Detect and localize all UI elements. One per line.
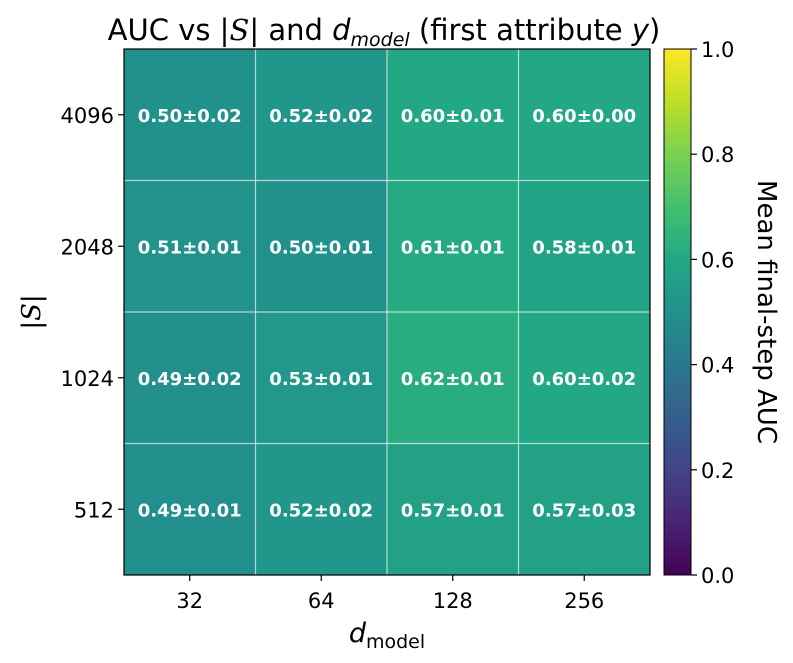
x-axis: 32 64 128 256 [176,575,604,613]
y-tick-label: 4096 [61,104,114,128]
heatmap-cell [124,312,256,444]
cell-value-label: 0.60±0.01 [401,106,505,127]
y-axis-label: |S| [17,294,47,329]
heatmap-cell [124,443,256,576]
x-tick-label: 32 [176,589,203,613]
y-tick-label: 2048 [61,235,114,259]
cell-value-label: 0.60±0.00 [532,106,636,127]
cell-value-label: 0.49±0.02 [138,369,242,390]
colorbar-ticks: 0.0 0.2 0.4 0.6 0.8 1.0 [691,38,734,588]
x-tick-label: 128 [433,589,473,613]
colorbar-tick-label: 0.4 [701,354,734,378]
cell-value-label: 0.57±0.01 [401,500,505,521]
heatmap-cell [518,180,651,313]
heatmap-cells: 0.50±0.02 0.52±0.02 0.60±0.01 0.60±0.00 0.51… [124,49,651,576]
y-axis: 4096 2048 1024 512 [61,104,124,522]
colorbar-tick-label: 0.2 [701,459,734,483]
heatmap-cell [387,49,519,181]
colorbar-tick-label: 1.0 [701,38,734,62]
cell-value-label: 0.52±0.02 [269,500,373,521]
heatmap-cell [255,180,388,313]
heatmap-cell [387,312,519,444]
x-tick-label: 256 [564,589,604,613]
x-axis-label: dmodel [349,618,425,653]
heatmap-cell [255,443,388,576]
y-tick-label: 1024 [61,367,114,391]
cell-value-label: 0.58±0.01 [532,237,636,258]
heatmap-cell [124,49,256,181]
cell-value-label: 0.57±0.03 [532,500,636,521]
cell-value-label: 0.62±0.01 [401,369,505,390]
cell-value-label: 0.50±0.01 [269,237,373,258]
heatmap-cell [518,312,651,444]
colorbar-tick-label: 0.8 [701,143,734,167]
chart-title: AUC vs |S| and dmodel (first attribute y… [108,13,661,51]
cell-value-label: 0.49±0.01 [138,500,242,521]
cell-value-label: 0.50±0.02 [138,106,242,127]
cell-value-label: 0.60±0.02 [532,369,636,390]
heatmap-cell [387,180,519,313]
colorbar-tick-label: 0.6 [701,248,734,272]
cell-value-label: 0.52±0.02 [269,106,373,127]
heatmap-cell [518,49,651,181]
heatmap-cell [387,443,519,576]
colorbar-tick-label: 0.0 [701,564,734,588]
x-tick-label: 64 [308,589,335,613]
cell-value-label: 0.51±0.01 [138,237,242,258]
colorbar-label: Mean final-step AUC [751,180,781,444]
cell-value-label: 0.53±0.01 [269,369,373,390]
grid-lines [124,49,650,575]
heatmap-cell [255,312,388,444]
cell-value-label: 0.61±0.01 [401,237,505,258]
heatmap-cell [518,443,651,576]
y-tick-label: 512 [74,498,114,522]
heatmap-cell [124,180,256,313]
heatmap-cell [255,49,388,181]
colorbar [663,48,692,576]
plot-frame [123,48,651,576]
